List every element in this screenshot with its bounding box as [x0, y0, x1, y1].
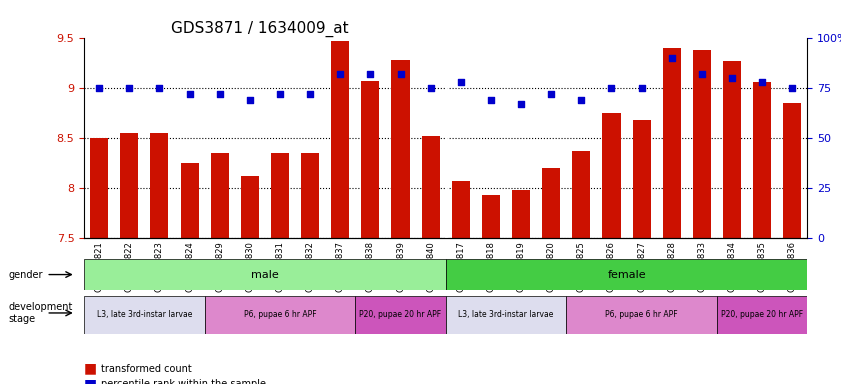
Point — [394, 71, 407, 78]
Point — [454, 79, 468, 85]
Text: L3, late 3rd-instar larvae: L3, late 3rd-instar larvae — [97, 310, 192, 319]
Bar — [271, 153, 289, 238]
Bar — [301, 153, 319, 238]
Point — [755, 79, 769, 85]
Point — [484, 97, 498, 103]
Point — [574, 97, 588, 103]
Bar — [482, 195, 500, 238]
FancyBboxPatch shape — [204, 296, 355, 334]
Text: P20, pupae 20 hr APF: P20, pupae 20 hr APF — [721, 310, 803, 319]
Bar — [241, 176, 259, 238]
Bar — [452, 181, 470, 238]
FancyBboxPatch shape — [84, 259, 446, 290]
Point — [665, 55, 679, 61]
Point — [725, 75, 738, 81]
Text: female: female — [607, 270, 646, 280]
Text: GDS3871 / 1634009_at: GDS3871 / 1634009_at — [171, 21, 348, 37]
Point — [273, 91, 287, 98]
Text: male: male — [251, 270, 278, 280]
Text: L3, late 3rd-instar larvae: L3, late 3rd-instar larvae — [458, 310, 553, 319]
Bar — [90, 138, 108, 238]
Point — [334, 71, 347, 78]
Point — [363, 71, 377, 78]
Bar — [602, 113, 621, 238]
FancyBboxPatch shape — [446, 296, 566, 334]
Bar — [512, 190, 530, 238]
Point — [182, 91, 196, 98]
Bar — [421, 136, 440, 238]
FancyBboxPatch shape — [717, 296, 807, 334]
Bar — [693, 50, 711, 238]
Bar — [181, 163, 198, 238]
Point — [515, 101, 528, 108]
Point — [785, 85, 799, 91]
Bar — [783, 103, 801, 238]
Text: P20, pupae 20 hr APF: P20, pupae 20 hr APF — [359, 310, 442, 319]
Bar — [151, 133, 168, 238]
Bar — [210, 153, 229, 238]
Point — [696, 71, 709, 78]
Point — [635, 85, 648, 91]
Point — [243, 97, 257, 103]
Point — [123, 85, 136, 91]
Text: P6, pupae 6 hr APF: P6, pupae 6 hr APF — [606, 310, 678, 319]
Bar — [632, 120, 651, 238]
FancyBboxPatch shape — [84, 296, 204, 334]
Point — [544, 91, 558, 98]
Bar — [753, 82, 771, 238]
FancyBboxPatch shape — [446, 259, 807, 290]
Text: percentile rank within the sample: percentile rank within the sample — [101, 379, 266, 384]
Bar — [362, 81, 379, 238]
Point — [605, 85, 618, 91]
Text: ■: ■ — [84, 377, 98, 384]
Point — [424, 85, 437, 91]
Text: transformed count: transformed count — [101, 364, 192, 374]
Point — [93, 85, 106, 91]
FancyBboxPatch shape — [566, 296, 717, 334]
Bar — [723, 61, 741, 238]
Point — [153, 85, 167, 91]
Bar — [572, 151, 590, 238]
Bar — [542, 168, 560, 238]
Point — [304, 91, 317, 98]
Text: gender: gender — [8, 270, 43, 280]
Bar — [391, 60, 410, 238]
Text: P6, pupae 6 hr APF: P6, pupae 6 hr APF — [244, 310, 316, 319]
Text: ■: ■ — [84, 362, 98, 376]
Bar — [663, 48, 680, 238]
Bar — [331, 41, 349, 238]
Bar — [120, 133, 138, 238]
FancyBboxPatch shape — [355, 296, 446, 334]
Text: development
stage: development stage — [8, 302, 73, 324]
Point — [213, 91, 226, 98]
